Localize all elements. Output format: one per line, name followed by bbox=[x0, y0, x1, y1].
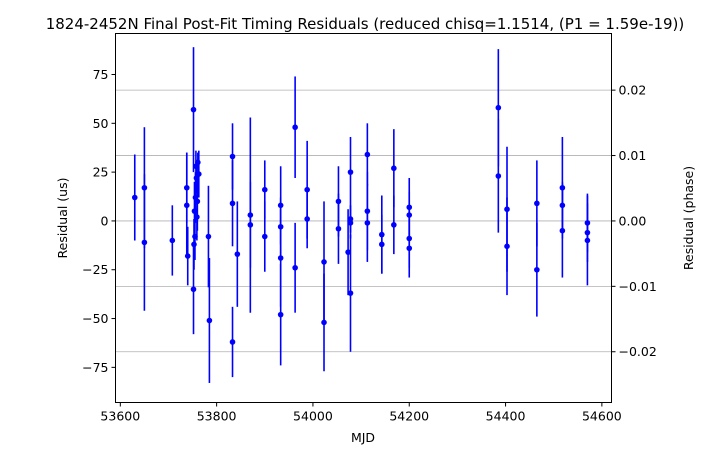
data-point bbox=[261, 233, 268, 240]
data-point bbox=[183, 184, 190, 191]
y-tick-label: 25 bbox=[93, 165, 109, 180]
data-point bbox=[277, 255, 284, 261]
data-point bbox=[559, 227, 566, 234]
y-tick-label: 0 bbox=[101, 213, 109, 228]
data-point bbox=[406, 212, 413, 218]
x-axis-ticks: 53600 53800 54000 54200 54400 54600 bbox=[100, 402, 622, 424]
data-point bbox=[347, 216, 354, 222]
data-point bbox=[406, 245, 413, 252]
data-point bbox=[534, 200, 540, 207]
data-point bbox=[304, 216, 310, 222]
data-points bbox=[131, 104, 591, 345]
data-point bbox=[335, 225, 342, 232]
y-tick-label: −75 bbox=[82, 360, 108, 375]
data-point bbox=[277, 202, 284, 209]
y2-tick-label: −0.01 bbox=[619, 279, 657, 294]
data-point bbox=[247, 212, 254, 218]
data-point bbox=[391, 222, 397, 228]
y-axis-ticks: −75 −50 −25 0 25 50 75 bbox=[82, 67, 116, 375]
data-point bbox=[234, 251, 241, 257]
data-point bbox=[378, 231, 385, 238]
data-point bbox=[141, 239, 148, 246]
data-point bbox=[495, 173, 502, 179]
data-point bbox=[277, 223, 284, 230]
data-point bbox=[584, 237, 591, 244]
data-point bbox=[406, 204, 413, 211]
data-point bbox=[191, 208, 198, 214]
x-tick-label: 53600 bbox=[100, 409, 140, 424]
data-point bbox=[184, 253, 191, 259]
data-point bbox=[534, 266, 540, 273]
data-point bbox=[141, 184, 148, 191]
y2-tick-label: 0.02 bbox=[619, 83, 647, 98]
data-point bbox=[347, 169, 354, 175]
data-point bbox=[183, 202, 190, 209]
x-tick-label: 54000 bbox=[293, 409, 333, 424]
data-point bbox=[206, 317, 213, 324]
data-point bbox=[229, 153, 236, 160]
data-point bbox=[504, 206, 510, 213]
data-point bbox=[169, 237, 176, 244]
data-point bbox=[229, 339, 236, 345]
y-tick-label: −25 bbox=[82, 262, 108, 277]
y2-tick-label: −0.02 bbox=[619, 344, 657, 359]
y-axis-label: Residual (us) bbox=[55, 178, 70, 259]
y2-axis-ticks: −0.02 −0.01 0.00 0.01 0.02 bbox=[611, 83, 657, 359]
data-point bbox=[194, 198, 201, 205]
y2-axis-label: Residual (phase) bbox=[681, 166, 696, 270]
data-point bbox=[195, 159, 201, 166]
x-tick-label: 54400 bbox=[486, 409, 526, 424]
data-point bbox=[190, 286, 197, 293]
data-point bbox=[364, 208, 371, 214]
data-point bbox=[247, 222, 254, 228]
y-tick-label: 75 bbox=[93, 67, 109, 82]
data-point bbox=[391, 165, 397, 172]
data-point bbox=[345, 249, 351, 255]
data-point bbox=[364, 151, 371, 158]
data-point bbox=[335, 198, 342, 205]
data-point bbox=[559, 202, 566, 209]
data-point bbox=[584, 220, 591, 226]
data-point bbox=[191, 241, 197, 248]
x-tick-label: 53800 bbox=[197, 409, 237, 424]
data-point bbox=[261, 186, 268, 193]
chart-title: 1824-2452N Final Post-Fit Timing Residua… bbox=[46, 15, 685, 33]
data-point bbox=[190, 106, 197, 113]
plot-frame bbox=[115, 33, 612, 403]
data-point bbox=[321, 259, 327, 265]
error-bars bbox=[133, 47, 589, 383]
data-point bbox=[584, 229, 591, 236]
data-point bbox=[192, 233, 198, 240]
data-point bbox=[495, 104, 502, 111]
x-tick-label: 54200 bbox=[389, 409, 429, 424]
x-axis-label: MJD bbox=[351, 430, 375, 445]
data-point bbox=[406, 235, 413, 242]
x-tick-label: 54600 bbox=[582, 409, 622, 424]
y-tick-label: −50 bbox=[82, 311, 108, 326]
data-point bbox=[196, 171, 202, 177]
data-point bbox=[304, 186, 310, 193]
data-point bbox=[378, 241, 385, 248]
data-point bbox=[292, 264, 298, 271]
data-point bbox=[347, 290, 354, 296]
data-point bbox=[347, 220, 354, 226]
data-point bbox=[504, 243, 510, 250]
y-tick-label: 50 bbox=[93, 116, 109, 131]
data-point bbox=[277, 311, 284, 318]
data-point bbox=[364, 220, 371, 226]
y2-tick-label: 0.00 bbox=[619, 213, 647, 228]
y2-tick-label: 0.01 bbox=[619, 148, 647, 163]
data-point bbox=[194, 214, 200, 220]
data-point bbox=[229, 200, 236, 207]
data-point bbox=[559, 184, 566, 191]
data-point bbox=[292, 124, 298, 131]
data-point bbox=[321, 319, 327, 326]
data-point bbox=[205, 233, 212, 240]
data-point bbox=[131, 194, 138, 201]
